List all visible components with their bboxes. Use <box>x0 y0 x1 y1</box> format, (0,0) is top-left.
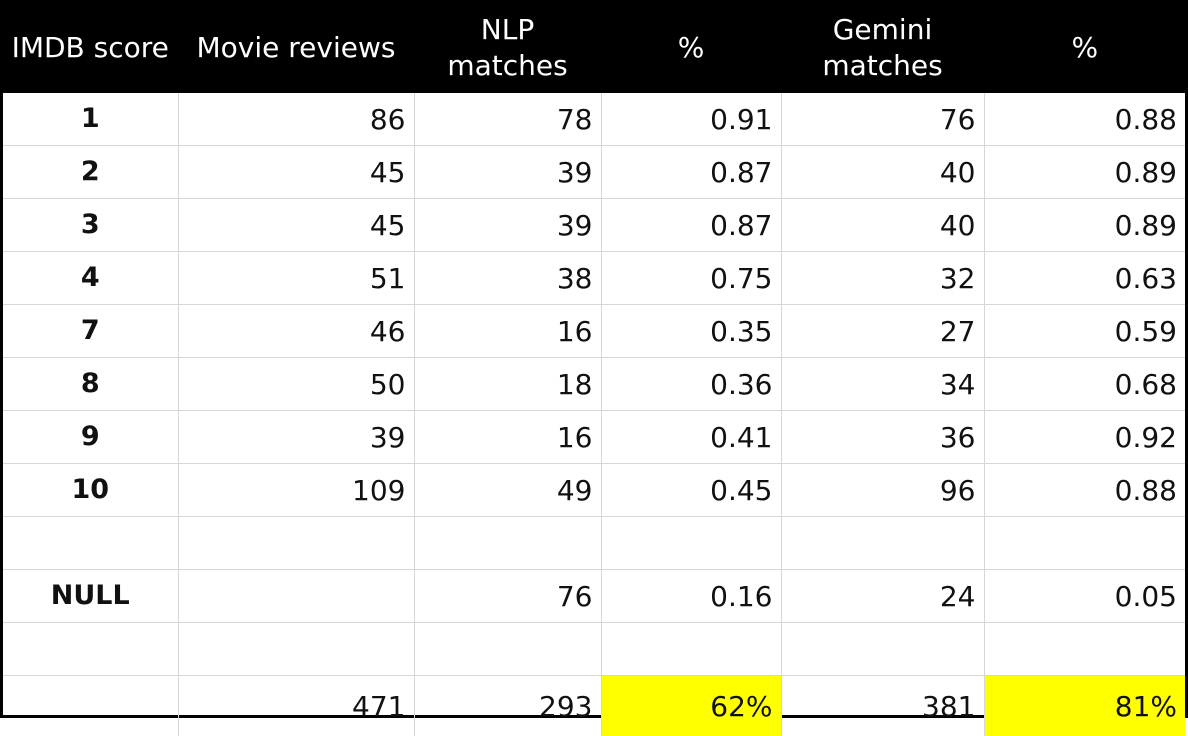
cell-reviews[interactable]: 45 <box>178 199 414 252</box>
cell-gemini-percent[interactable] <box>984 517 1185 570</box>
cell-gemini-percent[interactable]: 0.88 <box>984 93 1185 146</box>
cell-reviews[interactable] <box>178 517 414 570</box>
cell-reviews[interactable]: 50 <box>178 358 414 411</box>
table-row: 8 50 18 0.36 34 0.68 <box>3 358 1185 411</box>
cell-nlp-percent[interactable]: 0.75 <box>601 252 781 305</box>
cell-reviews[interactable] <box>178 570 414 623</box>
table-row: 2 45 39 0.87 40 0.89 <box>3 146 1185 199</box>
cell-reviews[interactable] <box>178 623 414 676</box>
cell-gemini-matches[interactable] <box>781 517 984 570</box>
cell-score[interactable] <box>3 623 178 676</box>
cell-gemini-percent[interactable]: 0.89 <box>984 146 1185 199</box>
cell-reviews[interactable]: 45 <box>178 146 414 199</box>
cell-gemini-matches[interactable]: 27 <box>781 305 984 358</box>
cell-gemini-matches[interactable]: 24 <box>781 570 984 623</box>
cell-nlp-matches[interactable]: 49 <box>414 464 601 517</box>
cell-nlp-matches[interactable] <box>414 623 601 676</box>
cell-gemini-matches[interactable]: 34 <box>781 358 984 411</box>
table-row: 3 45 39 0.87 40 0.89 <box>3 199 1185 252</box>
cell-nlp-matches[interactable]: 76 <box>414 570 601 623</box>
cell-gemini-matches[interactable]: 96 <box>781 464 984 517</box>
cell-nlp-percent[interactable]: 0.36 <box>601 358 781 411</box>
table-row-null: NULL 76 0.16 24 0.05 <box>3 570 1185 623</box>
cell-gemini-percent[interactable]: 0.88 <box>984 464 1185 517</box>
cell-nlp-percent[interactable]: 0.87 <box>601 199 781 252</box>
cell-nlp-percent[interactable]: 0.41 <box>601 411 781 464</box>
cell-nlp-percent[interactable] <box>601 517 781 570</box>
cell-score[interactable]: 8 <box>3 358 178 411</box>
header-gemini-percent[interactable]: % <box>984 4 1185 93</box>
header-imdb-score[interactable]: IMDB score <box>3 4 178 93</box>
total-nlp-percent[interactable]: 62% <box>601 676 781 736</box>
cell-reviews[interactable]: 46 <box>178 305 414 358</box>
cell-gemini-percent[interactable] <box>984 623 1185 676</box>
cell-nlp-percent[interactable]: 0.35 <box>601 305 781 358</box>
cell-nlp-matches[interactable]: 39 <box>414 146 601 199</box>
total-nlp-matches[interactable]: 293 <box>414 676 601 736</box>
cell-gemini-percent[interactable]: 0.92 <box>984 411 1185 464</box>
cell-reviews[interactable]: 39 <box>178 411 414 464</box>
cell-nlp-matches[interactable]: 38 <box>414 252 601 305</box>
table-row-empty <box>3 517 1185 570</box>
cell-score[interactable] <box>3 517 178 570</box>
cell-score[interactable]: NULL <box>3 570 178 623</box>
total-gemini-matches[interactable]: 381 <box>781 676 984 736</box>
results-table: IMDB score Movie reviews NLP matches % G… <box>3 3 1185 736</box>
cell-score[interactable]: 9 <box>3 411 178 464</box>
spreadsheet: IMDB score Movie reviews NLP matches % G… <box>0 0 1188 718</box>
cell-score[interactable]: 4 <box>3 252 178 305</box>
cell-nlp-percent[interactable]: 0.16 <box>601 570 781 623</box>
cell-nlp-percent[interactable]: 0.87 <box>601 146 781 199</box>
cell-reviews[interactable]: 51 <box>178 252 414 305</box>
cell-gemini-matches[interactable]: 76 <box>781 93 984 146</box>
cell-gemini-matches[interactable]: 40 <box>781 146 984 199</box>
table-body: 1 86 78 0.91 76 0.88 2 45 39 0.87 40 0.8… <box>3 93 1185 736</box>
cell-nlp-matches[interactable] <box>414 517 601 570</box>
cell-score[interactable]: 10 <box>3 464 178 517</box>
cell-nlp-matches[interactable]: 16 <box>414 305 601 358</box>
cell-score[interactable]: 3 <box>3 199 178 252</box>
table-row: 4 51 38 0.75 32 0.63 <box>3 252 1185 305</box>
cell-nlp-matches[interactable]: 18 <box>414 358 601 411</box>
table-row: 1 86 78 0.91 76 0.88 <box>3 93 1185 146</box>
cell-nlp-matches[interactable]: 78 <box>414 93 601 146</box>
cell-gemini-percent[interactable]: 0.68 <box>984 358 1185 411</box>
cell-score[interactable]: 2 <box>3 146 178 199</box>
header-row: IMDB score Movie reviews NLP matches % G… <box>3 4 1185 93</box>
cell-gemini-matches[interactable] <box>781 623 984 676</box>
cell-reviews[interactable]: 86 <box>178 93 414 146</box>
cell-nlp-percent[interactable]: 0.45 <box>601 464 781 517</box>
cell-nlp-percent[interactable] <box>601 623 781 676</box>
table-row: 7 46 16 0.35 27 0.59 <box>3 305 1185 358</box>
cell-gemini-percent[interactable]: 0.89 <box>984 199 1185 252</box>
header-movie-reviews[interactable]: Movie reviews <box>178 4 414 93</box>
total-gemini-percent[interactable]: 81% <box>984 676 1185 736</box>
cell-nlp-matches[interactable]: 16 <box>414 411 601 464</box>
cell-nlp-matches[interactable]: 39 <box>414 199 601 252</box>
cell-gemini-percent[interactable]: 0.63 <box>984 252 1185 305</box>
cell-score[interactable]: 7 <box>3 305 178 358</box>
cell-nlp-percent[interactable]: 0.91 <box>601 93 781 146</box>
table-row: 9 39 16 0.41 36 0.92 <box>3 411 1185 464</box>
cell-reviews[interactable]: 109 <box>178 464 414 517</box>
cell-gemini-matches[interactable]: 40 <box>781 199 984 252</box>
cell-gemini-matches[interactable]: 32 <box>781 252 984 305</box>
cell-score[interactable]: 1 <box>3 93 178 146</box>
cell-gemini-percent[interactable]: 0.59 <box>984 305 1185 358</box>
table-row: 10 109 49 0.45 96 0.88 <box>3 464 1185 517</box>
totals-row: 471 293 62% 381 81% <box>3 676 1185 736</box>
cell-gemini-matches[interactable]: 36 <box>781 411 984 464</box>
header-nlp-matches[interactable]: NLP matches <box>414 4 601 93</box>
cell-gemini-percent[interactable]: 0.05 <box>984 570 1185 623</box>
header-gemini-matches[interactable]: Gemini matches <box>781 4 984 93</box>
total-score[interactable] <box>3 676 178 736</box>
table-row-empty <box>3 623 1185 676</box>
total-reviews[interactable]: 471 <box>178 676 414 736</box>
header-nlp-percent[interactable]: % <box>601 4 781 93</box>
